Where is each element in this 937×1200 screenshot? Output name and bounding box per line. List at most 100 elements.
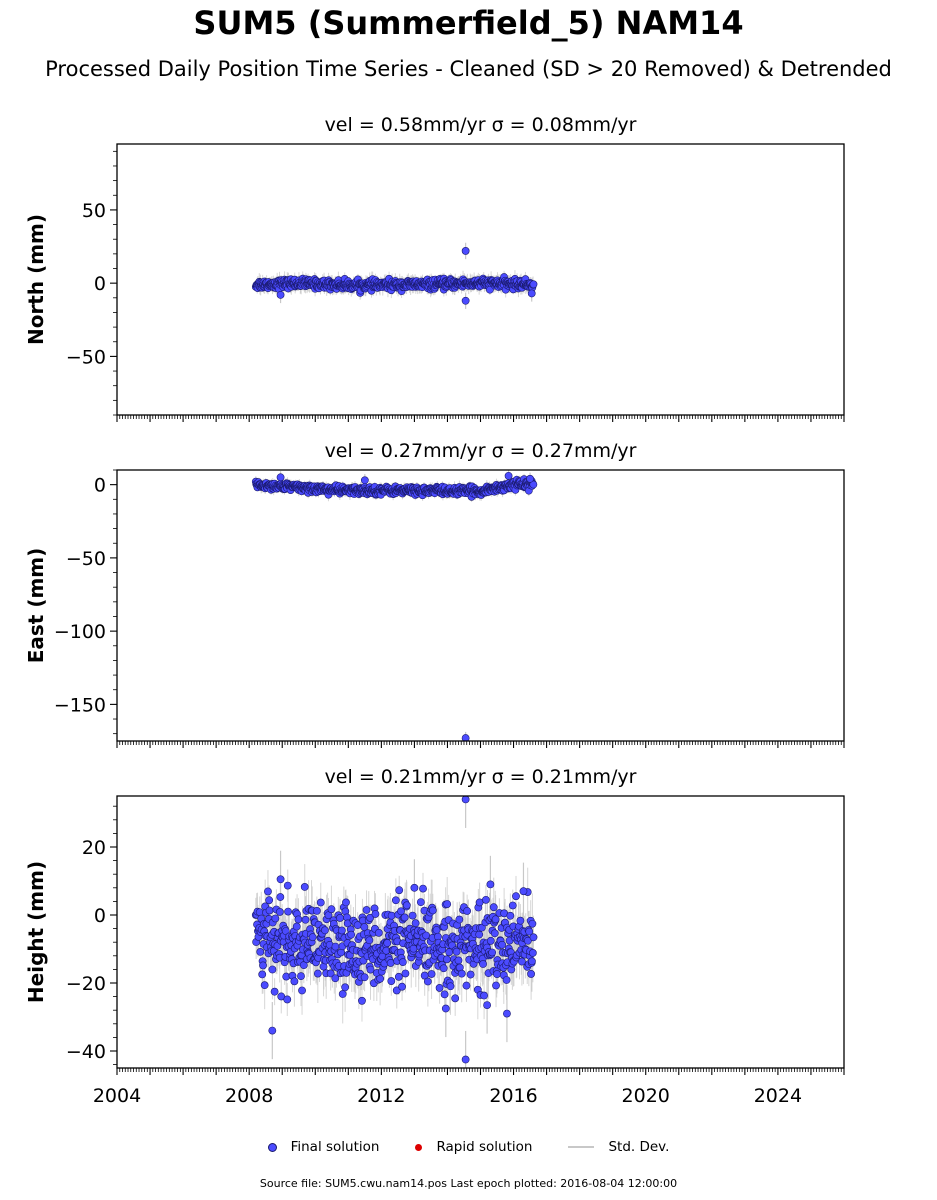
x-ticks	[116, 741, 845, 748]
data-point	[529, 280, 538, 289]
std-dev-bars	[255, 470, 534, 741]
data-point	[387, 977, 396, 985]
data-point	[409, 944, 418, 953]
data-point	[523, 936, 532, 945]
legend: Final solution Rapid solution Std. Dev.	[0, 1137, 937, 1157]
panel-title: vel = 0.58mm/yr σ = 0.08mm/yr	[325, 114, 637, 136]
data-point	[256, 948, 265, 956]
data-point	[258, 970, 267, 979]
y-tick-label: 0	[94, 475, 106, 497]
data-point	[479, 960, 487, 968]
data-point	[392, 986, 401, 995]
data-point	[297, 972, 305, 981]
data-point	[294, 915, 303, 924]
data-point	[371, 910, 380, 918]
data-point	[416, 898, 425, 907]
y-ticks	[110, 469, 117, 735]
data-point	[528, 957, 536, 966]
legend-std: Std. Dev.	[568, 1139, 669, 1155]
data-point	[445, 948, 454, 957]
data-point	[526, 474, 534, 483]
data-point	[486, 880, 495, 889]
data-point	[290, 977, 299, 986]
data-point	[398, 982, 406, 991]
data-point	[270, 987, 279, 996]
data-point	[331, 974, 340, 983]
data-point	[264, 887, 272, 896]
data-point	[292, 922, 301, 931]
data-point	[395, 886, 404, 895]
data-point	[327, 905, 336, 914]
y-ticks	[110, 805, 117, 1065]
data-point	[452, 947, 461, 956]
y-tick-label: 50	[82, 200, 106, 222]
legend-rapid-label: Rapid solution	[436, 1139, 533, 1155]
data-point	[457, 969, 466, 978]
data-point	[462, 981, 471, 990]
data-point	[461, 247, 470, 255]
data-point	[338, 990, 347, 998]
y-axis-label: Height (mm)	[24, 861, 48, 1003]
final-solution-marker-icon	[267, 1142, 277, 1152]
data-point	[528, 949, 537, 957]
data-point	[284, 907, 292, 916]
legend-final-label: Final solution	[290, 1139, 380, 1155]
source-footer: Source file: SUM5.cwu.nam14.pos Last epo…	[259, 1177, 678, 1190]
data-point	[527, 970, 535, 978]
data-point	[265, 906, 274, 915]
data-point	[360, 476, 369, 485]
data-point	[529, 480, 538, 489]
data-point	[519, 887, 528, 896]
y-tick-label: 20	[82, 837, 106, 859]
data-point	[398, 958, 407, 967]
data-point	[502, 976, 511, 984]
panel-east: −150 −100 −50 0 East (mm) vel = 0.27mm/yr σ =…	[24, 440, 845, 748]
data-point	[276, 473, 285, 482]
data-point	[358, 996, 366, 1005]
data-point	[486, 936, 495, 945]
x-tick-label: 2008	[225, 1085, 273, 1107]
data-point	[493, 970, 501, 978]
data-point	[326, 969, 335, 978]
final-solution-points	[251, 796, 538, 1064]
data-point	[439, 964, 448, 973]
data-point	[512, 892, 520, 901]
data-point	[347, 930, 356, 939]
data-point	[461, 296, 470, 305]
data-point	[527, 289, 536, 298]
data-point	[336, 914, 344, 922]
data-point	[480, 991, 488, 1000]
data-point	[366, 913, 374, 922]
data-point	[483, 1001, 492, 1009]
data-point	[517, 957, 526, 966]
data-point	[260, 981, 269, 990]
data-point	[360, 923, 369, 931]
data-point	[265, 896, 274, 905]
panel-height: 2004 2008 2012 2016 2020 2024 −40 −20 0 20 Height …	[24, 766, 845, 1107]
plot-area	[251, 470, 538, 741]
data-point	[401, 969, 410, 978]
data-point	[397, 907, 405, 916]
data-point	[376, 974, 385, 983]
data-point	[313, 969, 322, 978]
x-ticks	[116, 1068, 845, 1075]
plot-area	[251, 242, 538, 309]
data-point	[402, 901, 411, 910]
final-solution-points	[251, 471, 538, 741]
x-tick-label: 2004	[93, 1085, 141, 1107]
data-point	[443, 955, 451, 964]
std-dev-bars	[255, 242, 534, 309]
data-point	[276, 893, 285, 901]
data-point	[271, 914, 280, 923]
data-point	[466, 970, 475, 979]
data-point	[268, 965, 277, 974]
panel-title: vel = 0.21mm/yr σ = 0.21mm/yr	[325, 766, 637, 788]
data-point	[259, 961, 267, 970]
y-tick-label: 0	[94, 273, 106, 295]
data-point	[498, 940, 506, 949]
data-point	[268, 1026, 277, 1035]
data-point	[283, 995, 292, 1004]
x-tick-label: 2020	[622, 1085, 670, 1107]
data-point	[408, 911, 417, 920]
data-point	[482, 895, 490, 904]
